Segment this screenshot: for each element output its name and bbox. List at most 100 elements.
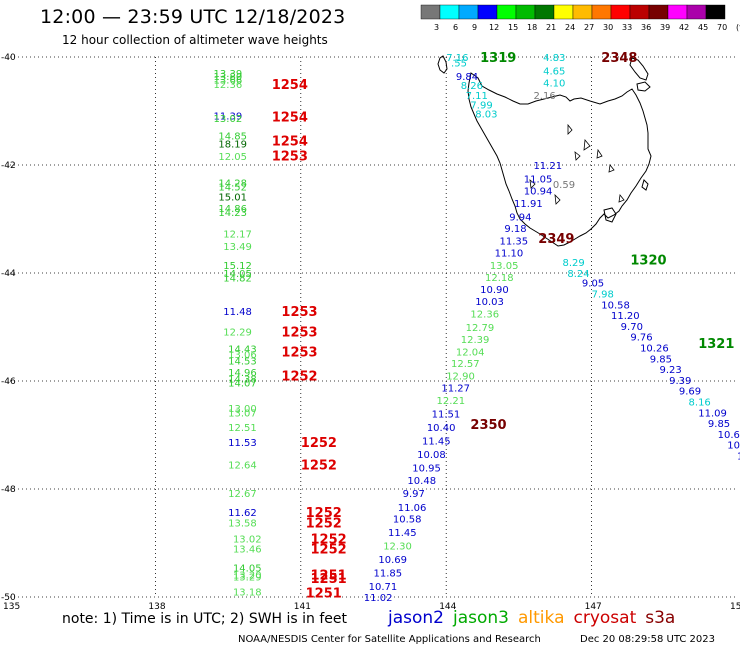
wave-height-value: 11.21 [533,161,562,172]
color-scale-swatch [686,4,707,20]
wave-height-value: 9.05 [582,279,604,290]
pass-time-label: 1319 [480,51,516,66]
wave-height-value: 9.69 [679,387,701,398]
pass-time-label: 1320 [630,254,666,269]
x-tick-label: 141 [294,602,311,612]
wave-height-value: 14.05 [233,563,262,574]
wave-height-value: 8.16 [689,398,711,409]
wave-height-value: 13.80 [214,72,243,83]
pass-time-label: 1251 [310,572,346,587]
color-scale-swatch [534,4,555,20]
color-scale-swatch [477,4,498,20]
wave-height-value: 14.05 [223,269,252,280]
color-scale-swatch [572,4,593,20]
pass-time-label: 1252 [301,459,337,474]
color-scale-swatch [705,4,726,20]
wave-height-value: 4.83 [543,53,565,64]
wave-height-value: 10.21 [727,441,740,452]
y-tick-label: -46 [1,377,16,387]
pass-time-label: 1253 [281,305,317,320]
wave-height-value: 9.76 [630,333,652,344]
wave-height-value: 13.07 [228,408,257,419]
wave-height-value: 14.07 [228,379,257,390]
wave-height-value: 14.23 [218,208,247,219]
wave-height-value: 14.28 [218,178,247,189]
wave-height-value: 9.97 [403,489,425,500]
satellite-legend-entry: altika [518,608,565,628]
color-scale-label: (ft) [736,23,740,32]
wave-height-value: 14.38 [228,374,257,385]
flinders-island-outline [629,57,649,81]
satellite-legend: jason2 jason3 altika cryosat s3a [388,608,684,628]
wave-height-value: 10.95 [412,463,441,474]
wave-height-value: 12.90 [446,372,475,383]
wave-height-value: 13.66 [214,76,243,87]
pass-time-label: 2349 [538,232,574,247]
wave-height-value: 11.53 [228,438,257,449]
wave-height-value: 15.12 [223,261,252,272]
wave-height-value: 10.94 [524,186,553,197]
wave-height-value: 11.85 [374,569,403,580]
wave-height-value: 10.40 [427,423,456,434]
wave-height-value: 11.39 [214,111,243,122]
color-scale-label: 9 [472,23,477,32]
color-scale-label: 30 [603,23,613,32]
wave-height-value: 10.90 [480,285,509,296]
wave-height-value: 0.59 [553,180,575,191]
wave-height-value: 11.91 [514,199,543,210]
wave-height-value: 15.01 [218,192,247,203]
y-tick-label: -50 [1,593,16,603]
wave-height-value: 12.30 [383,542,412,553]
pass-time-label: 1253 [281,325,317,340]
y-tick-label: -42 [1,161,16,171]
y-tick-label: -40 [1,53,16,63]
color-scale-swatch [420,4,441,20]
wave-height-value: .55 [451,58,467,69]
wave-height-value: 13.02 [214,114,243,125]
wave-height-value: 9.85 [650,354,672,365]
tasmania-main-outline [467,72,652,247]
color-scale-label: 12 [489,23,499,32]
page-title: 12:00 — 23:59 UTC 12/18/2023 [40,6,346,28]
footer-agency: NOAA/NESDIS Center for Satellite Applica… [238,634,541,645]
color-scale-label: 42 [679,23,689,32]
wave-height-value: 11.62 [228,508,257,519]
color-scale-label: 45 [698,23,708,32]
wave-height-value: 11.20 [611,311,640,322]
color-scale-swatch [648,4,669,20]
wave-height-value: 4.65 [543,67,565,78]
color-scale-label: 6 [453,23,458,32]
x-tick-label: 147 [585,602,602,612]
wave-height-value: 18.19 [218,139,247,150]
pass-time-label: 1252 [301,436,337,451]
satellite-legend-entry: jason2 [388,608,444,628]
wave-height-value: 12.39 [461,335,490,346]
cape-barren-island-outline [636,81,651,92]
x-tick-label: 135 [3,602,20,612]
pass-time-label: 2348 [601,51,637,66]
wave-height-value: 13.58 [228,518,257,529]
wave-height-value: 14.86 [218,204,247,215]
color-scale-label: 27 [584,23,594,32]
footer-note: note: 1) Time is in UTC; 2) SWH is in fe… [62,611,348,627]
color-scale-label: 70 [717,23,727,32]
wave-height-value: 14.96 [228,368,257,379]
pass-time-label: 1252 [306,516,342,531]
pass-time-label: 1251 [310,568,346,583]
wave-height-value: 10.26 [640,344,669,355]
wave-height-value: 4.10 [543,78,565,89]
wave-height-value: 13.20 [233,570,262,581]
wave-height-value: 14.52 [218,183,247,194]
wave-height-value: 9.23 [659,365,681,376]
wave-height-value: 12.36 [470,310,499,321]
color-scale-swatch [515,4,536,20]
wave-height-value: 12.79 [466,323,495,334]
color-scale-label: 39 [660,23,670,32]
wave-height-value: 9.84 [456,72,478,83]
wave-height-value: 12.18 [485,273,514,284]
pass-time-label: 1254 [272,78,308,93]
pass-time-label: 2350 [470,418,506,433]
wave-height-value: 11.45 [388,528,417,539]
wave-height-value: 9.39 [669,376,691,387]
